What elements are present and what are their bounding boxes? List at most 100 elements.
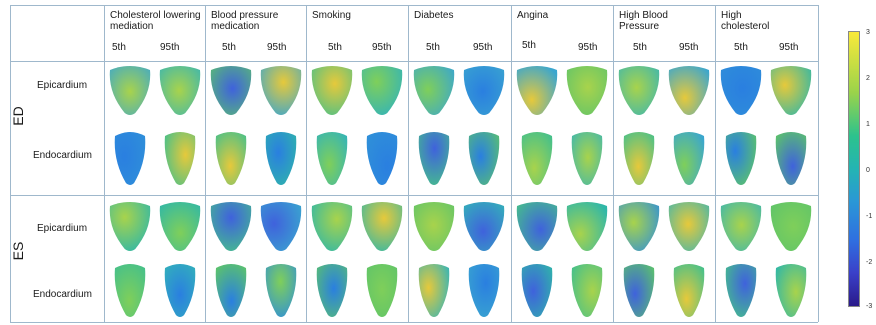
epicardium-heart-map [516,66,558,115]
column-title: Blood pressure medication [211,10,279,32]
colorbar-tick: 3 [866,29,870,36]
colorbar-tick: -2 [866,259,873,266]
endocardium-heart-map [366,132,398,185]
percentile-95th-label: 95th [160,42,180,53]
row-label-endocardium: Endocardium [33,289,92,300]
grid-left-border [10,5,11,322]
grid-col-border [205,5,206,322]
endocardium-heart-map [164,132,196,185]
endocardium-heart-map [164,264,196,317]
endocardium-heart-map [725,264,757,317]
epicardium-heart-map [770,202,812,251]
percentile-5th-label: 5th [734,42,748,53]
colorbar-tick: 0 [866,167,870,174]
epicardium-heart-map [770,66,812,115]
endocardium-heart-map [571,132,603,185]
endocardium-heart-map [521,264,553,317]
grid-col-border [715,5,716,322]
epicardium-heart-map [109,66,151,115]
percentile-95th-label: 95th [267,42,287,53]
epicardium-heart-map [463,202,505,251]
phase-label-ed: ED [10,106,26,126]
epicardium-heart-map [260,202,302,251]
column-title: Diabetes [414,10,454,21]
percentile-5th-label: 5th [222,42,236,53]
endocardium-heart-map [775,264,807,317]
epicardium-heart-map [516,202,558,251]
epicardium-heart-map [463,66,505,115]
percentile-5th-label: 5th [522,40,536,51]
epicardium-heart-map [159,66,201,115]
epicardium-heart-map [566,66,608,115]
percentile-5th-label: 5th [328,42,342,53]
endocardium-heart-map [725,132,757,185]
endocardium-heart-map [468,264,500,317]
epicardium-heart-map [668,202,710,251]
epicardium-heart-map [210,66,252,115]
endocardium-heart-map [366,264,398,317]
epicardium-heart-map [311,66,353,115]
percentile-5th-label: 5th [633,42,647,53]
epicardium-heart-map [566,202,608,251]
grid-bottom-border [10,322,818,323]
colorbar-tick: 1 [866,121,870,128]
grid-col-border [511,5,512,322]
epicardium-heart-map [618,202,660,251]
column-title: Smoking [312,10,351,21]
colorbar-tick: -3 [866,303,873,310]
epicardium-heart-map [109,202,151,251]
grid-col-border [408,5,409,322]
endocardium-heart-map [673,132,705,185]
row-label-endocardium: Endocardium [33,150,92,161]
grid-phase-border [10,195,818,196]
phase-label-es: ES [10,241,26,261]
endocardium-heart-map [265,264,297,317]
grid-col-border [818,5,819,322]
endocardium-heart-map [468,132,500,185]
column-title: High cholesterol [721,10,770,32]
epicardium-heart-map [361,66,403,115]
column-title: Cholesterol lowering mediation [110,10,201,32]
epicardium-heart-map [413,66,455,115]
grid-col-border [613,5,614,322]
epicardium-heart-map [361,202,403,251]
percentile-5th-label: 5th [112,42,126,53]
epicardium-heart-map [260,66,302,115]
grid-top-border [10,5,818,6]
endocardium-heart-map [316,132,348,185]
epicardium-heart-map [720,66,762,115]
endocardium-heart-map [265,132,297,185]
colorbar-tick: -1 [866,213,873,220]
row-label-epicardium: Epicardium [37,80,88,91]
epicardium-heart-map [210,202,252,251]
percentile-95th-label: 95th [779,42,799,53]
percentile-95th-label: 95th [578,42,598,53]
percentile-95th-label: 95th [372,42,392,53]
epicardium-heart-map [159,202,201,251]
endocardium-heart-map [571,264,603,317]
percentile-5th-label: 5th [426,42,440,53]
colorbar [848,31,860,307]
endocardium-heart-map [623,132,655,185]
endocardium-heart-map [215,264,247,317]
grid-col-border [306,5,307,322]
colorbar-tick: 2 [866,75,870,82]
endocardium-heart-map [215,132,247,185]
endocardium-heart-map [623,264,655,317]
percentile-95th-label: 95th [473,42,493,53]
grid-col-border [104,5,105,322]
column-title: High Blood Pressure [619,10,668,32]
epicardium-heart-map [668,66,710,115]
endocardium-heart-map [418,132,450,185]
endocardium-heart-map [521,132,553,185]
endocardium-heart-map [673,264,705,317]
epicardium-heart-map [618,66,660,115]
epicardium-heart-map [720,202,762,251]
column-title: Angina [517,10,549,21]
epicardium-heart-map [413,202,455,251]
endocardium-heart-map [316,264,348,317]
endocardium-heart-map [775,132,807,185]
percentile-95th-label: 95th [679,42,699,53]
epicardium-heart-map [311,202,353,251]
endocardium-heart-map [418,264,450,317]
